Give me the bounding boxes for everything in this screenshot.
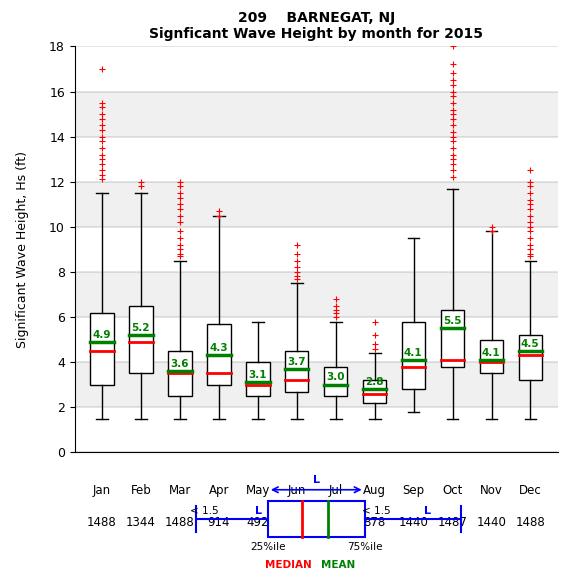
- Text: 5.5: 5.5: [443, 316, 461, 326]
- Text: Dec: Dec: [519, 484, 542, 497]
- Bar: [168, 351, 191, 396]
- Text: Mar: Mar: [168, 484, 191, 497]
- Text: May: May: [246, 484, 270, 497]
- Bar: [207, 324, 231, 385]
- Bar: [324, 367, 347, 396]
- Text: 1487: 1487: [438, 516, 467, 528]
- Bar: [363, 380, 386, 403]
- Text: 25%ile: 25%ile: [250, 542, 286, 552]
- Y-axis label: Significant Wave Height, Hs (ft): Significant Wave Height, Hs (ft): [16, 151, 29, 348]
- Text: Aug: Aug: [363, 484, 386, 497]
- Text: L: L: [424, 506, 431, 516]
- Bar: [285, 351, 308, 392]
- Bar: [75, 92, 558, 137]
- Bar: [75, 137, 558, 182]
- Bar: [75, 362, 558, 407]
- Text: Apr: Apr: [209, 484, 229, 497]
- Bar: [480, 340, 503, 374]
- Text: MEAN: MEAN: [321, 560, 355, 570]
- Text: Jun: Jun: [288, 484, 306, 497]
- Text: 1440: 1440: [282, 516, 312, 528]
- Text: 1488: 1488: [165, 516, 195, 528]
- Text: MEDIAN: MEDIAN: [264, 560, 312, 570]
- Text: 4.5: 4.5: [521, 339, 539, 349]
- Text: 4.1: 4.1: [404, 347, 423, 358]
- Bar: [75, 182, 558, 227]
- Text: < 1.5: < 1.5: [190, 506, 222, 516]
- Bar: [75, 46, 558, 92]
- Bar: [129, 306, 152, 374]
- Text: 1488: 1488: [87, 516, 117, 528]
- Text: Jul: Jul: [328, 484, 343, 497]
- Text: 492: 492: [247, 516, 269, 528]
- Text: 3.1: 3.1: [248, 370, 267, 380]
- Text: Nov: Nov: [480, 484, 503, 497]
- Text: 1488: 1488: [516, 516, 545, 528]
- Bar: [75, 227, 558, 272]
- Text: Jan: Jan: [93, 484, 111, 497]
- Text: Sep: Sep: [402, 484, 425, 497]
- Text: 3.0: 3.0: [326, 372, 344, 382]
- Title: 209    BARNEGAT, NJ
Signficant Wave Height by month for 2015: 209 BARNEGAT, NJ Signficant Wave Height …: [150, 11, 483, 41]
- Bar: [268, 501, 365, 537]
- Text: 914: 914: [208, 516, 230, 528]
- Text: Oct: Oct: [442, 484, 463, 497]
- Bar: [441, 310, 464, 367]
- Text: 75%ile: 75%ile: [347, 542, 382, 552]
- Text: 4.3: 4.3: [209, 343, 228, 353]
- Bar: [246, 362, 270, 396]
- Bar: [75, 272, 558, 317]
- Text: L: L: [255, 506, 262, 516]
- Text: 4.1: 4.1: [482, 347, 500, 358]
- Text: 4.9: 4.9: [92, 329, 111, 340]
- Text: 5.2: 5.2: [131, 323, 150, 333]
- Text: 3.7: 3.7: [287, 357, 306, 367]
- Text: 1350: 1350: [321, 516, 351, 528]
- Text: 1440: 1440: [477, 516, 507, 528]
- Text: 3.6: 3.6: [170, 359, 189, 369]
- Text: 878: 878: [363, 516, 386, 528]
- Text: 1344: 1344: [126, 516, 156, 528]
- Bar: [519, 335, 542, 380]
- Text: < 1.5: < 1.5: [362, 506, 393, 516]
- Text: Feb: Feb: [131, 484, 151, 497]
- Text: 1440: 1440: [398, 516, 428, 528]
- Text: 2.8: 2.8: [365, 377, 384, 387]
- Text: L: L: [313, 475, 320, 485]
- Bar: [75, 317, 558, 362]
- Bar: [90, 313, 114, 385]
- Bar: [402, 321, 426, 389]
- Bar: [75, 407, 558, 452]
